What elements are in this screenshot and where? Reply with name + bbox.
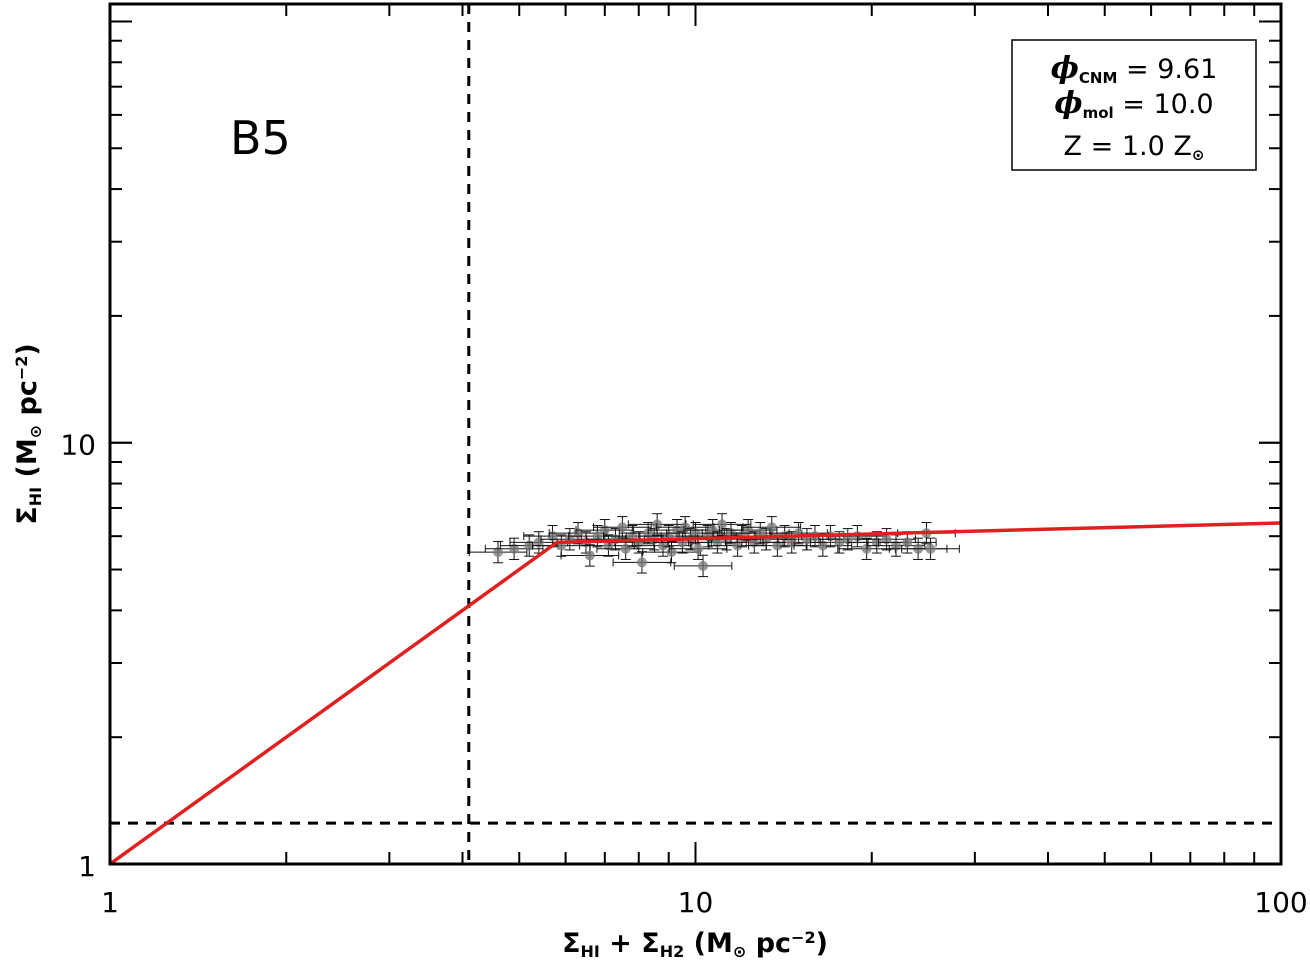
point-marker — [693, 543, 704, 554]
plot-frame — [108, 2, 1283, 866]
label-part: ⊙ — [733, 942, 746, 961]
data-point — [673, 554, 733, 578]
point-marker — [680, 522, 691, 533]
point-marker — [717, 519, 728, 530]
label-part: Σ — [12, 506, 43, 524]
legend-subscript: ⊙ — [1192, 146, 1205, 164]
y-axis-label: ΣHI (M⊙ pc−2) — [12, 343, 45, 524]
point-marker — [871, 537, 882, 548]
legend-frame — [1011, 39, 1257, 171]
panel-label: B5 — [230, 111, 291, 165]
legend-line: ϕCNM = 9.61 — [1051, 51, 1218, 87]
point-marker — [817, 540, 828, 551]
point-marker — [743, 525, 754, 536]
data-point — [901, 537, 960, 560]
point-marker — [890, 540, 901, 551]
point-marker — [772, 540, 783, 551]
point-marker — [636, 557, 647, 568]
legend-symbol: ϕ — [1054, 86, 1082, 121]
label-part: pc — [746, 928, 791, 959]
point-marker — [657, 540, 668, 551]
label-part: −2 — [791, 928, 816, 947]
point-marker — [698, 560, 709, 571]
point-marker — [902, 537, 913, 548]
point-marker — [861, 543, 872, 554]
data-point — [837, 537, 896, 560]
point-marker — [766, 522, 777, 533]
point-marker — [834, 537, 845, 548]
legend-symbol: ϕ — [1051, 51, 1079, 86]
label-part: ) — [12, 343, 43, 355]
point-marker — [603, 540, 614, 551]
x-tick-label: 100 — [1254, 886, 1307, 919]
data-point — [612, 551, 672, 574]
label-part: pc — [12, 380, 43, 425]
legend-value: = 1.0 Z — [1082, 131, 1192, 162]
label-part: (M — [684, 928, 733, 959]
data-point — [484, 537, 544, 560]
data-point — [560, 544, 620, 567]
point-marker — [749, 537, 760, 548]
point-marker — [524, 540, 535, 551]
point-marker — [509, 543, 520, 554]
point-marker — [620, 543, 631, 554]
point-marker — [592, 531, 603, 542]
legend-value: = 10.0 — [1114, 89, 1214, 120]
y-tick-label: 1 — [78, 850, 96, 883]
label-part: ⊙ — [26, 425, 45, 438]
tick-labels: 1 10 100 1 10 — [60, 429, 1307, 919]
model-curve — [108, 521, 1282, 866]
legend-line: ϕmol = 10.0 — [1054, 86, 1213, 122]
legend-line: Z = 1.0 Z⊙ — [1064, 131, 1205, 164]
point-marker — [732, 540, 743, 551]
label-part: HI — [581, 942, 600, 961]
legend-value: = 9.61 — [1117, 54, 1217, 85]
point-marker — [925, 543, 936, 554]
x-tick-label: 1 — [101, 886, 119, 919]
legend-subscript: mol — [1083, 104, 1114, 122]
legend-subscript: CNM — [1079, 69, 1118, 87]
data-points — [468, 513, 960, 578]
x-tick-label: 10 — [678, 886, 714, 919]
point-marker — [881, 534, 892, 545]
point-marker — [599, 525, 610, 536]
point-marker — [617, 522, 628, 533]
label-part: ) — [816, 928, 828, 959]
model-line — [108, 521, 1282, 866]
label-part: H2 — [660, 942, 685, 961]
label-part: + Σ — [600, 928, 660, 959]
x-axis-label: ΣHI + ΣH2 (M⊙ pc−2) — [562, 928, 828, 961]
label-part: (M — [12, 438, 43, 487]
label-part: Σ — [562, 928, 580, 959]
label-part: HI — [26, 487, 45, 506]
legend-symbol: Z — [1064, 131, 1083, 162]
y-tick-label: 10 — [60, 429, 96, 462]
point-marker — [547, 531, 558, 542]
point-marker — [584, 550, 595, 561]
reference-lines — [110, 4, 1281, 864]
point-marker — [493, 547, 504, 558]
label-part: −2 — [12, 356, 31, 381]
point-marker — [652, 519, 663, 530]
